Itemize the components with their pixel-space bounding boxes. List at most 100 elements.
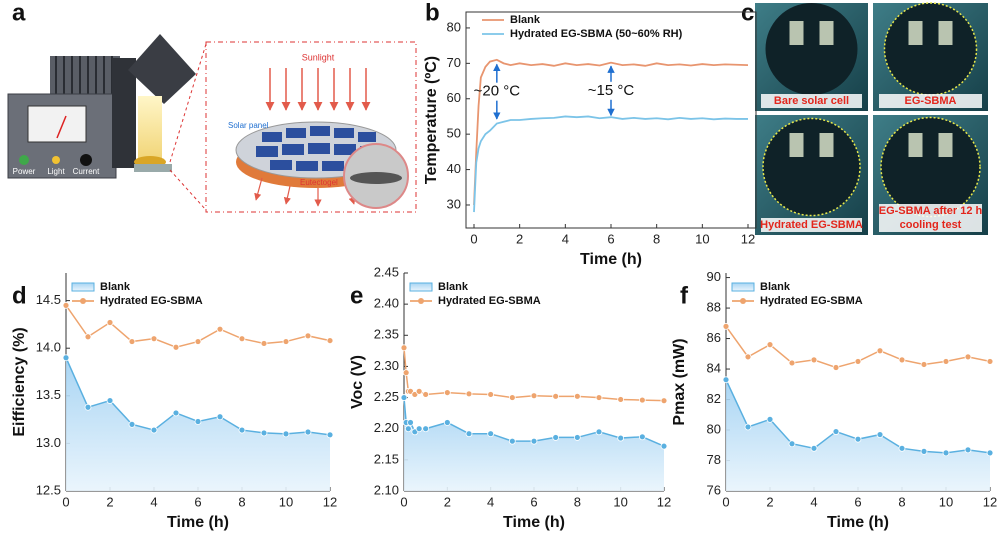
marker <box>573 434 581 441</box>
marker <box>84 333 92 341</box>
marker <box>832 364 840 371</box>
x-tick-label: 0 <box>470 231 477 246</box>
meter <box>27 105 87 143</box>
y-tick-label: 2.10 <box>374 482 399 497</box>
caption-bg <box>879 94 982 108</box>
marker <box>986 449 994 457</box>
y-tick-label: 13.0 <box>36 435 61 450</box>
marker <box>443 389 451 396</box>
electrode <box>819 133 834 157</box>
marker <box>62 301 70 309</box>
legend-marker <box>80 298 86 304</box>
heat-sink <box>50 56 120 96</box>
marker <box>508 437 516 445</box>
label: Light <box>47 167 65 176</box>
marker <box>128 420 136 428</box>
y-tick-label: 2.25 <box>374 389 399 404</box>
marker <box>304 332 312 340</box>
marker <box>216 325 224 333</box>
x-axis-label: Time (h) <box>167 514 229 531</box>
x-tick-label: 10 <box>695 231 709 246</box>
marker <box>920 361 928 368</box>
electrode <box>819 21 834 45</box>
marker <box>964 353 972 361</box>
y-tick-label: 12.5 <box>36 482 61 497</box>
x-tick-label: 12 <box>657 494 671 509</box>
legend-marker <box>740 298 746 304</box>
y-tick-label: 50 <box>447 126 461 141</box>
marker <box>106 397 114 404</box>
x-tick-label: 4 <box>810 494 817 509</box>
electrode <box>789 21 804 45</box>
y-tick-label: 60 <box>447 90 461 105</box>
marker <box>128 338 136 345</box>
marker <box>898 444 906 452</box>
legend-label: Blank <box>100 281 131 293</box>
y-tick-label: 2.45 <box>374 264 399 279</box>
caption: Bare solar cell <box>774 95 849 107</box>
marker <box>415 387 423 395</box>
legend-label: Blank <box>760 281 791 293</box>
marker <box>400 344 408 352</box>
x-tick-label: 4 <box>562 231 569 246</box>
panel-label: d <box>12 282 27 309</box>
marker <box>788 359 796 367</box>
y-tick-label: 2.30 <box>374 358 399 373</box>
marker <box>260 429 268 437</box>
panel-c: c Bare solar cell EG-SBMA Hydrated EG-SBMA… <box>741 0 988 235</box>
marker <box>617 396 625 403</box>
marker <box>216 413 224 421</box>
solar-cell-disc <box>880 116 981 218</box>
marker <box>766 415 774 423</box>
marker <box>260 340 268 347</box>
caption-bg <box>879 204 982 218</box>
marker <box>810 356 818 364</box>
marker <box>443 419 451 426</box>
marker <box>238 426 246 434</box>
marker <box>304 428 312 436</box>
legend-swatch <box>409 282 433 292</box>
x-tick-label: 2 <box>106 494 113 509</box>
solar-cell-disc <box>762 117 861 217</box>
y-tick-label: 82 <box>707 391 721 406</box>
electrode <box>938 133 953 157</box>
x-tick-label: 6 <box>607 231 614 246</box>
marker <box>62 354 70 362</box>
stage <box>134 164 172 172</box>
x-tick-label: 8 <box>653 231 660 246</box>
y-axis-label: Eifficiency (%) <box>11 327 28 436</box>
marker <box>172 343 180 351</box>
annotation: ~20 °C <box>474 83 521 100</box>
caption-bg <box>879 218 982 232</box>
zoom-box <box>205 41 417 213</box>
chart: f 76 78 80 82 84 86 88 90 0 2 4 6 8 10 12 Time (h) Pmax (… <box>671 269 997 531</box>
x-tick-label: 0 <box>62 494 69 509</box>
x-tick-label: 12 <box>983 494 997 509</box>
marker <box>638 396 646 404</box>
x-tick-label: 10 <box>939 494 953 509</box>
y-tick-label: 2.35 <box>374 327 399 342</box>
x-tick-label: 6 <box>194 494 201 509</box>
electrode <box>908 133 923 157</box>
caption: EG-SBMA <box>905 95 957 107</box>
marker <box>876 347 884 355</box>
y-tick-label: 90 <box>707 269 721 284</box>
x-tick-label: 12 <box>323 494 337 509</box>
marker <box>617 434 625 442</box>
legend-marker <box>418 298 424 304</box>
y-tick-label: 76 <box>707 482 721 497</box>
y-tick-label: 88 <box>707 300 721 315</box>
x-tick-label: 6 <box>854 494 861 509</box>
y-tick-label: 80 <box>447 19 461 34</box>
marker <box>238 335 246 343</box>
marker <box>487 430 495 438</box>
x-axis-label: Time (h) <box>827 514 889 531</box>
marker <box>552 434 560 441</box>
x-axis-label: Time (h) <box>503 514 565 531</box>
caption: Hydrated EG-SBMA <box>760 219 863 231</box>
legend-label: Hydrated EG-SBMA <box>438 295 541 307</box>
marker <box>402 369 410 377</box>
y-tick-label: 40 <box>447 161 461 176</box>
